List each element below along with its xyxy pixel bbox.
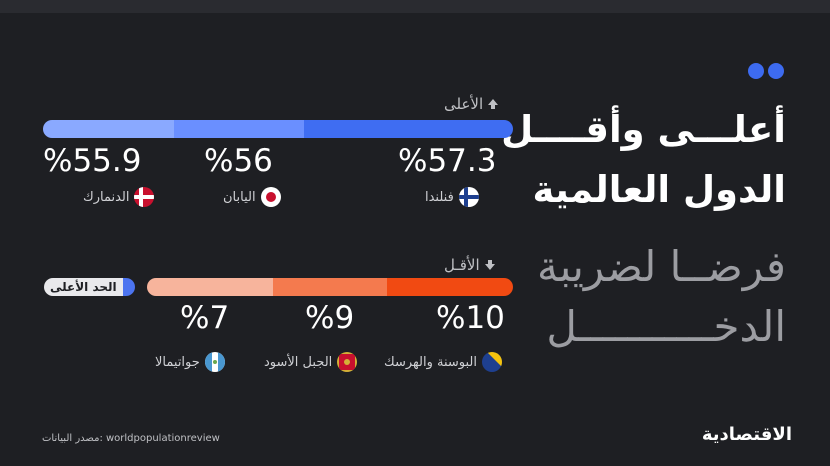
country-denmark: الدنمارك <box>83 187 155 207</box>
bosnia-flag-icon <box>482 352 502 372</box>
arrow-up-icon <box>488 99 499 109</box>
country-name: جواتيمالا <box>155 354 200 370</box>
lowest-section-label: الأقـل <box>444 256 497 274</box>
highest-label-text: الأعلى <box>444 95 484 113</box>
reference-tag-text: الحد الأعلى <box>44 278 123 296</box>
bar-segment-guatemala <box>147 278 273 296</box>
country-bosnia: البوسنة والهرسك <box>384 352 502 372</box>
lowest-stacked-bar <box>147 278 513 296</box>
country-guatemala: جواتيمالا <box>155 352 225 372</box>
country-japan: اليابان <box>223 187 281 207</box>
highest-section-label: الأعلى <box>444 95 500 113</box>
country-name: فنلندا <box>425 189 454 205</box>
bar-segment-montenegro <box>272 278 388 296</box>
bar-segment-japan <box>173 120 305 138</box>
guatemala-flag-icon <box>204 352 225 372</box>
country-montenegro: الجبل الأسود <box>264 352 358 372</box>
brand-logo: الاقتصادية <box>701 424 792 445</box>
highest-stacked-bar <box>43 120 513 138</box>
value-label-bosnia: %10 <box>436 300 505 336</box>
country-name: البوسنة والهرسك <box>384 354 477 370</box>
bar-segment-denmark <box>43 120 174 138</box>
denmark-flag-icon <box>134 187 155 207</box>
value-label-montenegro: %9 <box>305 300 355 336</box>
top-strip <box>0 0 830 13</box>
title-line-4: الدخـــــــــــل <box>546 302 786 351</box>
japan-flag-icon <box>260 187 281 207</box>
dot-icon <box>748 63 764 79</box>
title-line-2: الدول العالمية <box>532 168 786 211</box>
arrow-down-icon <box>484 260 495 270</box>
country-name: الجبل الأسود <box>264 354 333 370</box>
bar-segment-finland <box>304 120 513 138</box>
decorative-dots <box>748 63 784 79</box>
bar-segment-bosnia <box>387 278 513 296</box>
reference-marker <box>122 278 135 296</box>
value-label-denmark: %55.9 <box>43 143 142 179</box>
value-label-japan: %56 <box>204 143 273 179</box>
value-label-finland: %57.3 <box>398 143 497 179</box>
country-finland: فنلندا <box>425 187 479 207</box>
source-credit: مصدر البيانات: worldpopulationreview <box>42 433 220 444</box>
country-name: اليابان <box>223 189 256 205</box>
dot-icon <box>768 63 784 79</box>
value-label-guatemala: %7 <box>180 300 230 336</box>
title-line-1: أعلـــى وأقــــل <box>501 108 786 151</box>
montenegro-flag-icon <box>337 352 358 372</box>
lowest-label-text: الأقـل <box>444 256 480 274</box>
title-line-3: فرضــا لضريبة <box>537 242 786 291</box>
country-name: الدنمارك <box>83 189 130 205</box>
reference-tag: الحد الأعلى <box>44 278 135 296</box>
finland-flag-icon <box>458 187 479 207</box>
